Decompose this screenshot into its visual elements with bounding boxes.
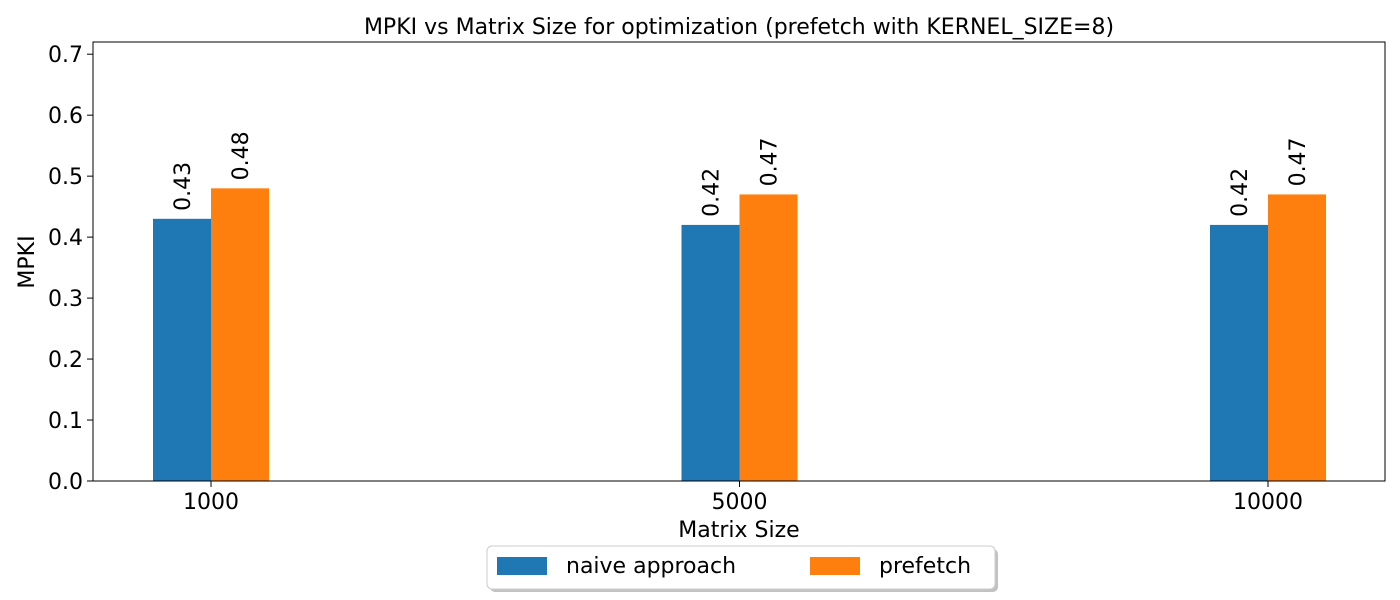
bar-naive-approach-10000 — [1210, 224, 1268, 481]
y-tick-label: 0.2 — [48, 348, 83, 373]
chart-title: MPKI vs Matrix Size for optimization (pr… — [364, 15, 1114, 40]
y-axis-ticks: 0.0 0.1 0.2 0.3 0.4 0.5 0.6 0.7 — [48, 43, 93, 495]
plot-frame — [92, 41, 1386, 482]
y-tick-label: 0.3 — [48, 287, 83, 312]
bar-prefetch-5000 — [739, 194, 798, 482]
x-tick-label: 5000 — [712, 490, 768, 515]
y-axis-label: MPKI — [15, 235, 40, 288]
x-axis-ticks: 1000 5000 10000 — [183, 481, 1303, 515]
legend: naive approach prefetch — [486, 545, 998, 592]
x-tick-label: 1000 — [183, 490, 239, 515]
legend-swatch-naive-approach — [497, 557, 547, 575]
legend-label-prefetch: prefetch — [879, 554, 971, 579]
data-label: 0.47 — [1286, 137, 1311, 186]
data-label: 0.48 — [229, 131, 254, 180]
y-tick-label: 0.0 — [48, 470, 83, 495]
data-label: 0.47 — [758, 137, 783, 186]
bar-prefetch-10000 — [1268, 194, 1326, 482]
data-labels: 0.43 0.42 0.42 0.48 0.47 0.47 — [171, 131, 1311, 217]
x-tick-label: 10000 — [1233, 490, 1303, 515]
bar-naive-approach-5000 — [681, 224, 740, 481]
bars — [153, 188, 1326, 482]
y-tick-label: 0.7 — [48, 43, 83, 68]
y-tick-label: 0.5 — [48, 165, 83, 190]
y-tick-label: 0.4 — [48, 226, 83, 251]
y-tick-label: 0.1 — [48, 409, 83, 434]
data-label: 0.42 — [1228, 168, 1253, 217]
y-tick-label: 0.6 — [48, 104, 83, 129]
data-label: 0.42 — [700, 168, 725, 217]
bar-prefetch-1000 — [211, 188, 269, 482]
x-axis-label: Matrix Size — [678, 518, 799, 543]
data-label: 0.43 — [171, 162, 196, 211]
legend-swatch-prefetch — [810, 557, 860, 575]
legend-label-naive-approach: naive approach — [566, 554, 736, 579]
bar-naive-approach-1000 — [153, 218, 211, 481]
legend-box — [486, 545, 996, 590]
